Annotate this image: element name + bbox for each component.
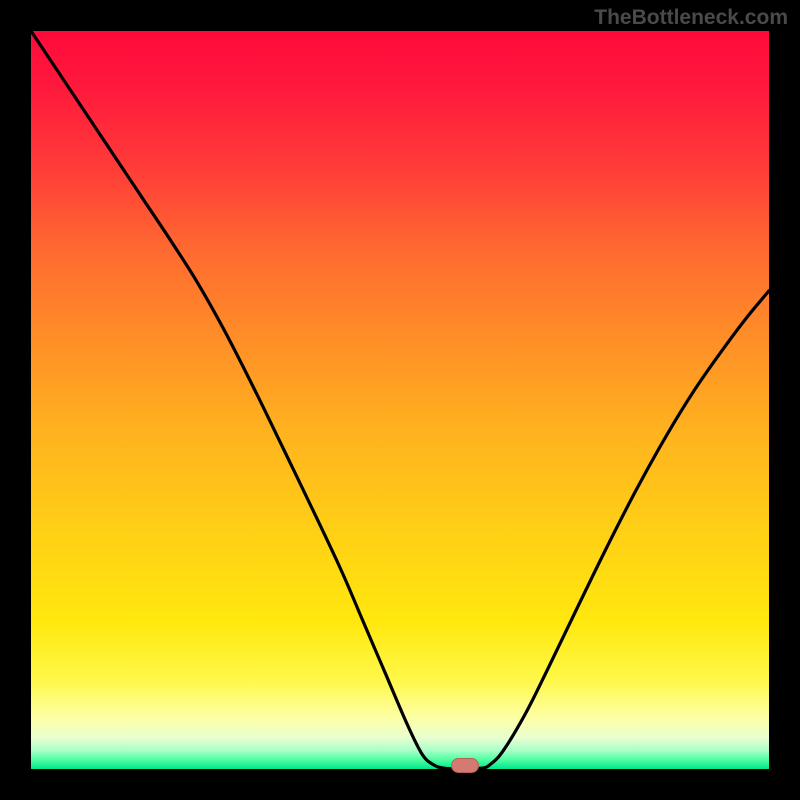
plot-area xyxy=(31,31,769,769)
bottleneck-curve xyxy=(31,31,769,769)
attribution-text: TheBottleneck.com xyxy=(594,6,788,30)
chart-container: TheBottleneck.com xyxy=(0,0,800,800)
optimum-marker xyxy=(451,758,479,773)
